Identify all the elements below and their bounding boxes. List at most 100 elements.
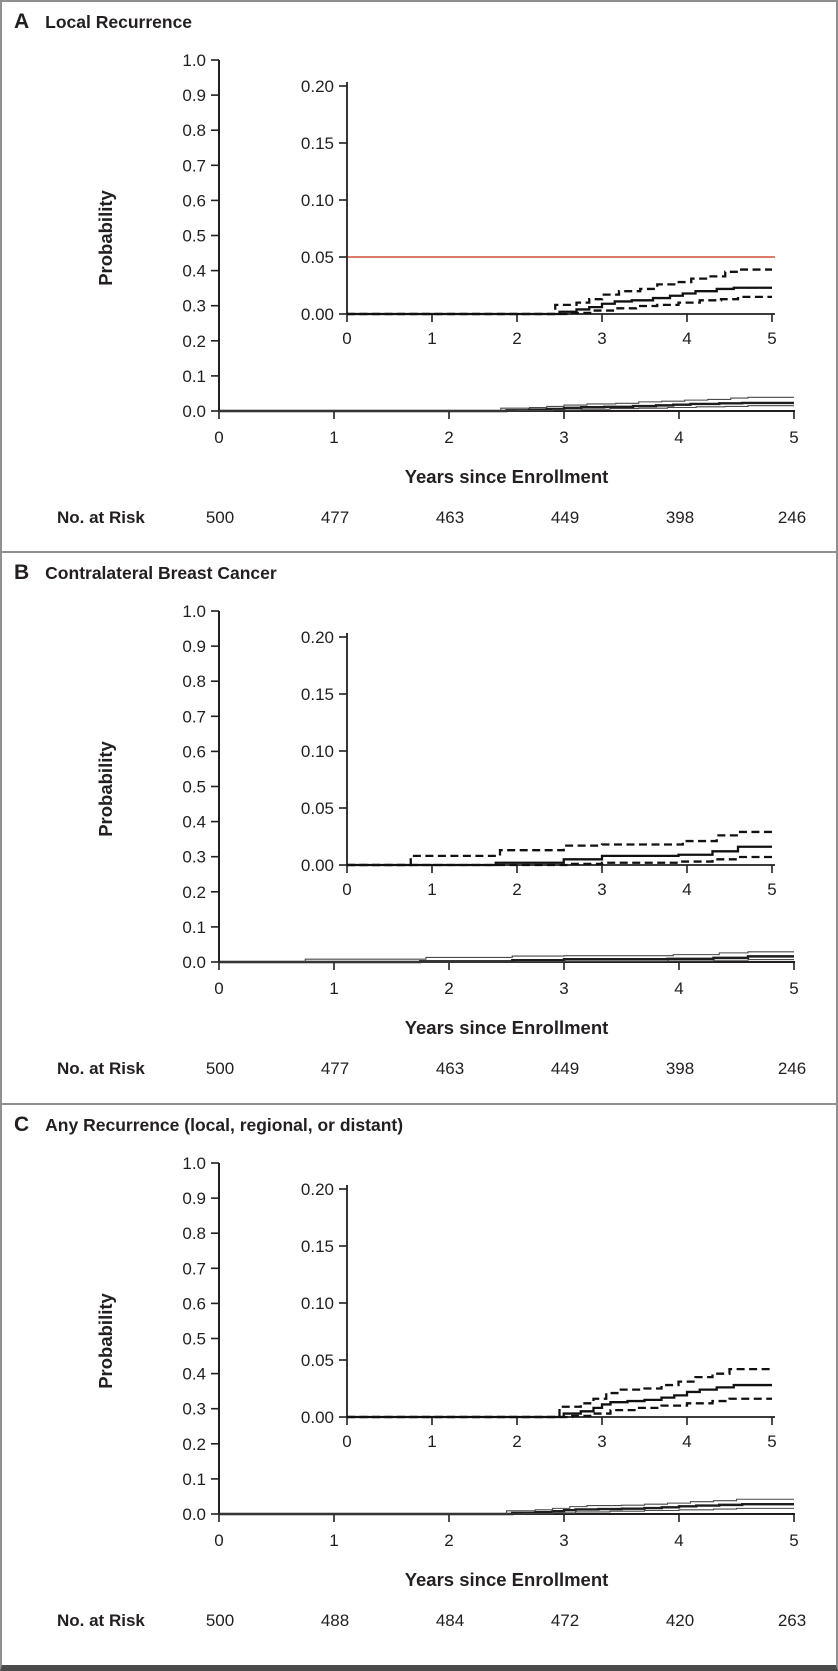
svg-text:0.5: 0.5 — [182, 778, 206, 797]
panel-title-text: Local Recurrence — [45, 12, 193, 32]
svg-text:5: 5 — [789, 1531, 798, 1550]
svg-text:0.00: 0.00 — [301, 305, 334, 324]
at-risk-label: No. at Risk — [57, 1059, 145, 1078]
svg-text:4: 4 — [682, 880, 691, 899]
svg-text:1.0: 1.0 — [182, 602, 206, 621]
at-risk-count: 449 — [550, 1059, 580, 1078]
svg-text:0.6: 0.6 — [182, 1294, 206, 1313]
svg-text:0.6: 0.6 — [182, 191, 206, 210]
svg-text:0.7: 0.7 — [182, 1259, 206, 1278]
svg-text:0.20: 0.20 — [301, 628, 334, 647]
svg-text:3: 3 — [559, 979, 568, 998]
svg-text:0.8: 0.8 — [182, 121, 206, 140]
svg-text:0.00: 0.00 — [301, 1408, 334, 1427]
at-risk-count: 500 — [205, 1611, 235, 1630]
svg-text:2: 2 — [512, 880, 521, 899]
svg-text:0.2: 0.2 — [182, 883, 206, 902]
svg-text:0.1: 0.1 — [182, 367, 206, 386]
panel-letter: A — [14, 10, 30, 33]
svg-text:1: 1 — [427, 1432, 436, 1451]
svg-text:1: 1 — [427, 880, 436, 899]
at-risk-count: 463 — [435, 508, 465, 527]
svg-text:0.4: 0.4 — [182, 813, 206, 832]
x-axis-label: Years since Enrollment — [404, 1569, 609, 1590]
at-risk-count: 477 — [320, 1059, 350, 1078]
svg-text:1: 1 — [427, 329, 436, 348]
svg-text:0.9: 0.9 — [182, 1189, 206, 1208]
svg-text:5: 5 — [767, 329, 776, 348]
svg-text:0: 0 — [342, 1432, 351, 1451]
x-axis-label: Years since Enrollment — [404, 466, 609, 487]
km-chart-with-inset: 0.0 0.1 0.2 0.3 0.4 0.5 0.6 0.7 0.8 0.9 1.0 0 1 2 3 4 5 0… — [182, 51, 798, 447]
svg-text:4: 4 — [674, 428, 683, 447]
svg-text:0.4: 0.4 — [182, 262, 206, 281]
svg-text:0.15: 0.15 — [301, 134, 334, 153]
at-risk-count: 398 — [665, 1059, 695, 1078]
svg-text:2: 2 — [512, 329, 521, 348]
panel-title-text: Any Recurrence (local, regional, or dist… — [45, 1115, 404, 1135]
svg-text:0.0: 0.0 — [182, 1505, 206, 1524]
svg-text:1.0: 1.0 — [182, 51, 206, 70]
panel-a-local-recurrence: A Local Recurrence Probability 0.0 0.1 0.2… — [2, 2, 836, 553]
panel-title: A Local Recurrence — [14, 11, 192, 32]
x-axis-label: Years since Enrollment — [404, 1017, 609, 1038]
svg-text:1: 1 — [329, 428, 338, 447]
svg-text:2: 2 — [444, 979, 453, 998]
at-risk-count: 463 — [435, 1059, 465, 1078]
svg-text:0.8: 0.8 — [182, 672, 206, 691]
panel-c-any-recurrence: C Any Recurrence (local, regional, or di… — [2, 1105, 836, 1665]
svg-text:0.0: 0.0 — [182, 953, 206, 972]
svg-text:0: 0 — [214, 1531, 223, 1550]
svg-text:0.4: 0.4 — [182, 1365, 206, 1384]
svg-text:4: 4 — [682, 1432, 691, 1451]
svg-text:3: 3 — [559, 1531, 568, 1550]
svg-text:3: 3 — [559, 428, 568, 447]
svg-text:0.9: 0.9 — [182, 637, 206, 656]
svg-text:0.5: 0.5 — [182, 1330, 206, 1349]
svg-text:1: 1 — [329, 1531, 338, 1550]
at-risk-count: 488 — [320, 1611, 350, 1630]
svg-text:0.7: 0.7 — [182, 707, 206, 726]
svg-text:0.10: 0.10 — [301, 1294, 334, 1313]
svg-text:0: 0 — [214, 428, 223, 447]
svg-text:0.0: 0.0 — [182, 402, 206, 421]
svg-text:0: 0 — [214, 979, 223, 998]
svg-text:0.3: 0.3 — [182, 848, 206, 867]
at-risk-count: 500 — [205, 508, 235, 527]
svg-text:5: 5 — [767, 1432, 776, 1451]
at-risk-count: 263 — [777, 1611, 807, 1630]
svg-text:5: 5 — [789, 979, 798, 998]
svg-text:0.10: 0.10 — [301, 191, 334, 210]
km-chart-with-inset: 0.0 0.1 0.2 0.3 0.4 0.5 0.6 0.7 0.8 0.9 1.0 0 1 2 3 4 5 0… — [182, 602, 798, 998]
svg-text:1.0: 1.0 — [182, 1154, 206, 1173]
svg-text:2: 2 — [444, 428, 453, 447]
svg-text:0.1: 0.1 — [182, 1470, 206, 1489]
svg-text:0: 0 — [342, 880, 351, 899]
svg-text:0.20: 0.20 — [301, 1180, 334, 1199]
panel-b-contralateral-breast-cancer: B Contralateral Breast Cancer Probabilit… — [2, 553, 836, 1105]
svg-text:0.7: 0.7 — [182, 156, 206, 175]
svg-text:0: 0 — [342, 329, 351, 348]
svg-text:0.3: 0.3 — [182, 1400, 206, 1419]
panel-letter: B — [14, 561, 30, 584]
svg-text:0.3: 0.3 — [182, 297, 206, 316]
svg-text:3: 3 — [597, 1432, 606, 1451]
svg-text:0.00: 0.00 — [301, 856, 334, 875]
svg-text:4: 4 — [674, 979, 683, 998]
svg-text:0.05: 0.05 — [301, 1351, 334, 1370]
at-risk-count: 420 — [665, 1611, 695, 1630]
at-risk-count: 449 — [550, 508, 580, 527]
km-chart-with-inset: 0.0 0.1 0.2 0.3 0.4 0.5 0.6 0.7 0.8 0.9 1.0 0 1 2 3 4 5 0… — [182, 1154, 798, 1550]
svg-text:0.15: 0.15 — [301, 685, 334, 704]
at-risk-count: 398 — [665, 508, 695, 527]
at-risk-count: 477 — [320, 508, 350, 527]
svg-text:5: 5 — [789, 428, 798, 447]
panel-title: C Any Recurrence (local, regional, or di… — [14, 1114, 403, 1135]
svg-text:3: 3 — [597, 329, 606, 348]
svg-text:0.2: 0.2 — [182, 332, 206, 351]
svg-text:5: 5 — [767, 880, 776, 899]
svg-text:0.05: 0.05 — [301, 799, 334, 818]
at-risk-count: 472 — [550, 1611, 580, 1630]
svg-text:0.15: 0.15 — [301, 1237, 334, 1256]
